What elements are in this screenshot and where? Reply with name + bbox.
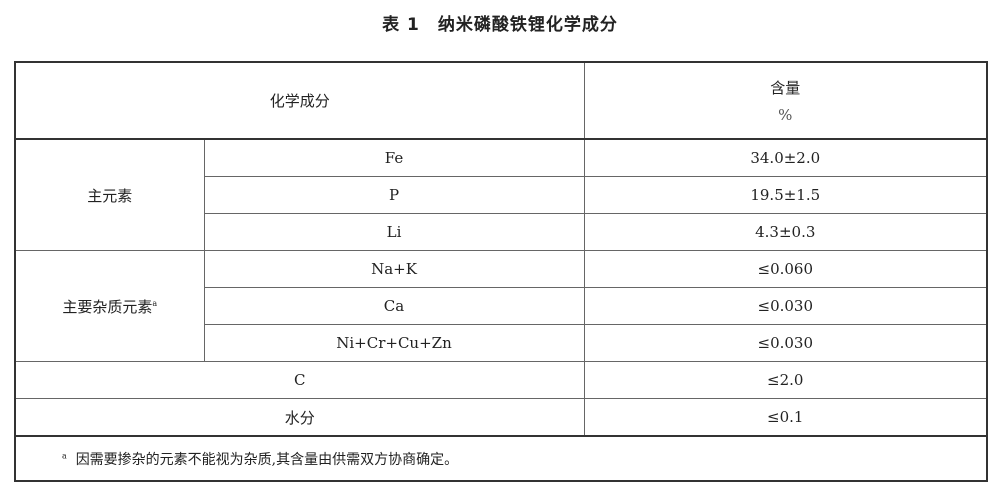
header-component: 化学成分 [14,61,585,140]
value-cell: 19.5±1.5 [583,176,988,214]
group-label-text: 主要杂质元素 [62,297,153,316]
group-label: 主要杂质元素a [14,250,205,362]
element-cell: 水分 [14,398,585,437]
table-number: 表 1 [382,15,420,35]
value-cell: ≤0.1 [583,398,988,437]
footnote-mark: a [62,450,67,460]
header-unit: % [778,106,793,124]
value-cell: ≤2.0 [583,361,988,399]
element-cell: Ca [203,287,585,325]
value-cell: 4.3±0.3 [583,213,988,251]
value-cell: ≤0.030 [583,287,988,325]
value-cell: 34.0±2.0 [583,138,988,177]
footnote-mark: a [152,298,158,308]
table-row: 主元素 Fe 34.0±2.0 [14,138,988,251]
value-cell: ≤0.030 [583,324,988,362]
footnote-text: 因需要掺杂的元素不能视为杂质,其含量由供需双方协商确定。 [75,451,459,468]
group-label: 主元素 [14,138,205,251]
table-row: Ni+Cr+Cu+Zn ≤0.030 [15,324,988,362]
table-row: Ca ≤0.030 [15,287,988,325]
header-content: 含量 % [583,61,988,140]
table-row: P 19.5±1.5 [15,176,988,214]
table-row: 主要杂质元素a Na+K ≤0.060 [14,250,988,362]
composition-table: 化学成分 含量 % 主元素 Fe 34.0±2.0 P 19.5±1.5 Li … [14,61,989,482]
header-content-label: 含量 [770,79,801,97]
header-row: 化学成分 含量 % [14,61,988,140]
table-row: 水分 ≤0.1 [14,398,988,437]
element-cell: Na+K [203,250,585,288]
footnote: a 因需要掺杂的元素不能视为杂质,其含量由供需双方协商确定。 [14,435,988,482]
value-cell: ≤0.060 [583,250,988,288]
footnote-row: a 因需要掺杂的元素不能视为杂质,其含量由供需双方协商确定。 [14,435,988,482]
table-row: C ≤2.0 [14,361,988,399]
element-cell: Ni+Cr+Cu+Zn [203,324,585,362]
table-title: 表 1 纳米磷酸铁锂化学成分 [0,10,1000,35]
element-cell: C [14,361,585,399]
element-cell: P [203,176,585,214]
element-cell: Li [203,213,585,251]
element-cell: Fe [203,138,585,177]
table-title-text: 纳米磷酸铁锂化学成分 [437,15,618,35]
